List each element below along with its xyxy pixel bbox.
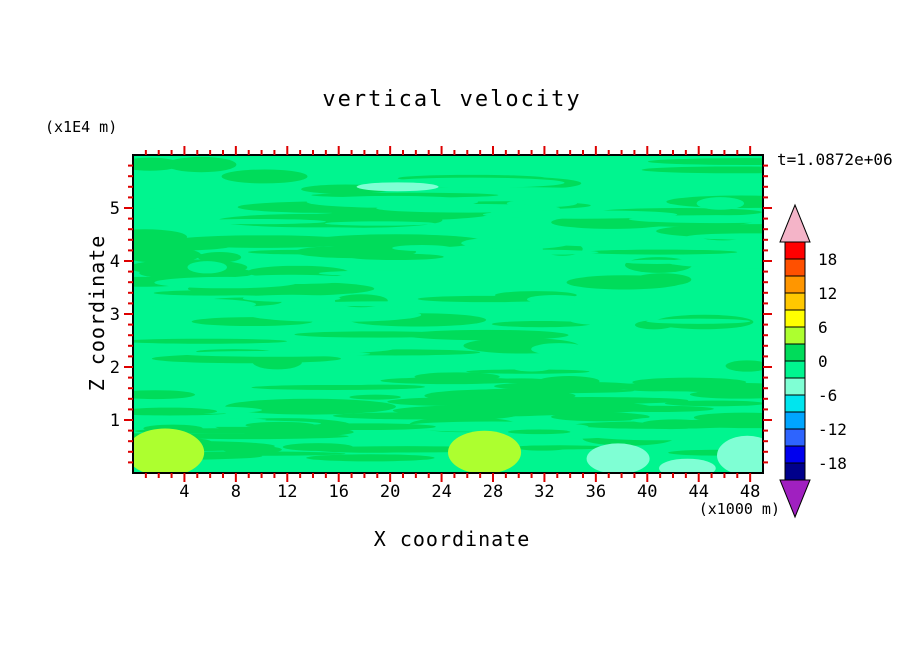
y-tick-label: 5: [110, 199, 120, 219]
x-axis-label: X coordinate: [373, 527, 531, 551]
y-tick-label: 1: [110, 411, 120, 431]
colorbar-segment: [784, 428, 806, 447]
x-tick-label: 16: [328, 482, 348, 502]
colorbar-label: 18: [818, 250, 837, 269]
y-tick-label: 2: [110, 358, 120, 378]
colorbar-under-arrow: [779, 479, 811, 519]
x-tick-label: 24: [431, 482, 451, 502]
colorbar-label: -6: [818, 386, 837, 405]
x-tick-label: 12: [277, 482, 297, 502]
colorbar-segment: [784, 462, 806, 481]
colorbar-segment: [784, 360, 806, 379]
x-tick-label: 36: [586, 482, 606, 502]
colorbar-segment: [784, 292, 806, 311]
colorbar-segment: [784, 326, 806, 345]
x-tick-label: 40: [637, 482, 657, 502]
colorbar-segment: [784, 258, 806, 277]
x-tick-label: 48: [740, 482, 760, 502]
x-tick-label: 4: [179, 482, 189, 502]
colorbar-segment: [784, 445, 806, 464]
contour-field: [133, 155, 763, 473]
colorbar-over-arrow: [779, 203, 811, 243]
colorbar-label: 12: [818, 284, 837, 303]
colorbar-segment: [784, 394, 806, 413]
colorbar-label: 6: [818, 318, 828, 337]
y-axis-label: Z coordinate: [85, 234, 109, 392]
colorbar-segment: [784, 411, 806, 430]
colorbar-segment: [784, 343, 806, 362]
y-tick-label: 3: [110, 305, 120, 325]
y-axis-unit: (x1E4 m): [45, 118, 118, 136]
x-tick-label: 44: [688, 482, 708, 502]
chart-title: vertical velocity: [322, 87, 582, 112]
colorbar-label: 0: [818, 352, 828, 371]
colorbar-segment: [784, 275, 806, 294]
x-axis-unit: (x1000 m): [698, 500, 780, 518]
colorbar-segment: [784, 241, 806, 260]
colorbar-labels: 18 12 6 0 -6 -12 -18: [818, 250, 847, 473]
colorbar-label: -18: [818, 454, 847, 473]
colorbar-segment: [784, 309, 806, 328]
x-tick-label: 32: [534, 482, 554, 502]
time-label: t=1.0872e+06: [777, 150, 893, 169]
colorbar: [779, 203, 811, 519]
x-tick-label: 28: [483, 482, 503, 502]
y-tick-label: 4: [110, 252, 120, 272]
colorbar-label: -12: [818, 420, 847, 439]
axis-ticks: [124, 146, 772, 482]
x-tick-label: 20: [380, 482, 400, 502]
x-tick-label: 8: [231, 482, 241, 502]
colorbar-segment: [784, 377, 806, 396]
